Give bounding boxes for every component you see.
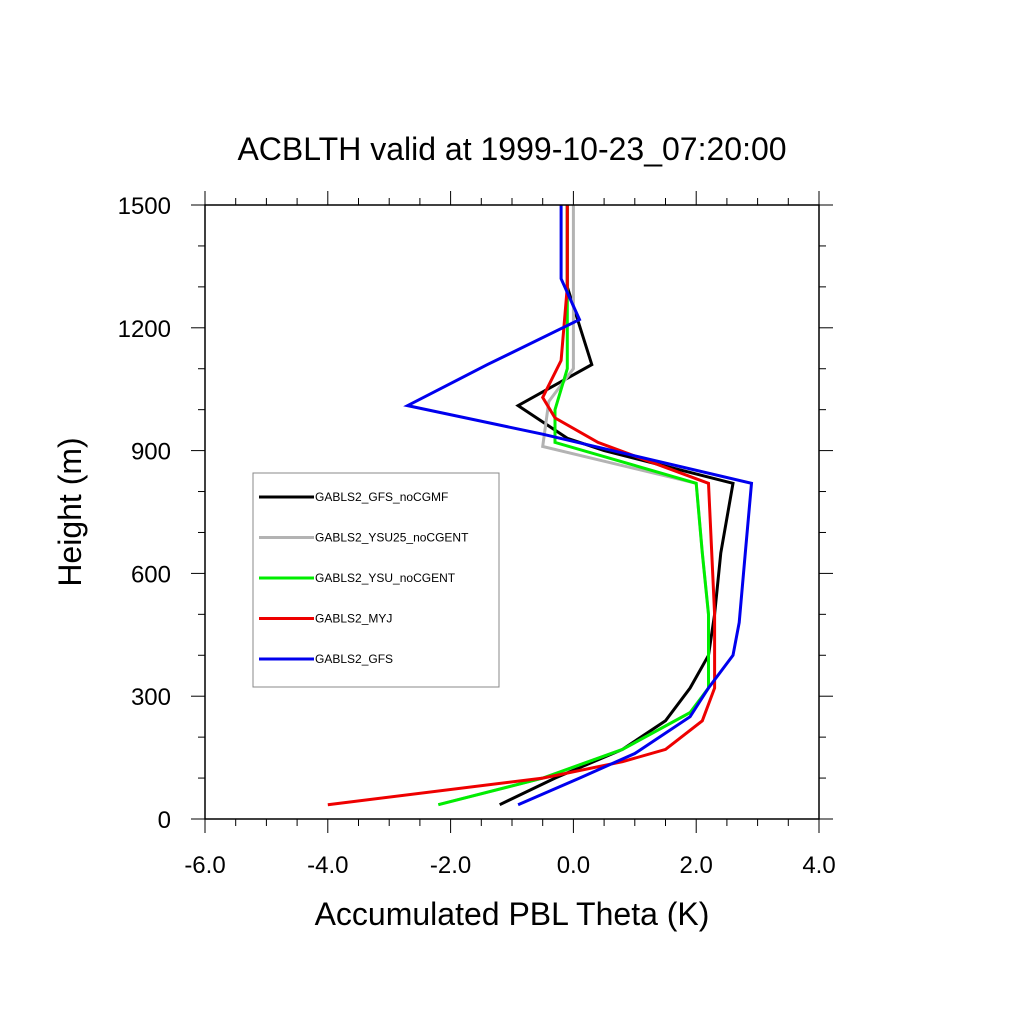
y-tick-label: 1200: [118, 316, 171, 343]
legend-label: GABLS2_MYJ: [315, 612, 392, 626]
plot-frame: [204, 204, 820, 820]
y-tick-label: 600: [131, 561, 171, 588]
x-tick-label: -2.0: [430, 852, 471, 879]
legend-label: GABLS2_YSU25_noCGENT: [315, 531, 469, 545]
axis-ticks: -6.0 -4.0 -2.0 0.0 2.0 4.0 0 300 600 900 1200 1500: [118, 191, 836, 879]
y-tick-label: 1500: [118, 193, 171, 220]
y-tick-label: 0: [158, 807, 171, 834]
x-tick-label: 2.0: [680, 852, 713, 879]
y-tick-label: 300: [131, 684, 171, 711]
series-line-gabls2_ysu_nocgent: [437, 205, 710, 807]
legend-box: [252, 472, 500, 688]
x-tick-label: -6.0: [184, 852, 225, 879]
y-tick-label: 900: [131, 439, 171, 466]
legend-label: GABLS2_GFS_noCGMF: [315, 490, 448, 504]
x-axis-label: Accumulated PBL Theta (K): [315, 896, 710, 932]
legend: GABLS2_GFS_noCGMF GABLS2_YSU25_noCGENT GAB…: [252, 472, 500, 688]
series-line-gabls2_gfs: [403, 205, 754, 807]
y-axis-label: Height (m): [52, 437, 88, 586]
series-line-gabls2_myj: [327, 205, 717, 807]
x-tick-label: -4.0: [307, 852, 348, 879]
chart-title: ACBLTH valid at 1999-10-23_07:20:00: [237, 131, 786, 167]
legend-label: GABLS2_YSU_noCGENT: [315, 571, 456, 585]
series-lines: [327, 205, 754, 807]
x-tick-label: 4.0: [802, 852, 835, 879]
legend-label: GABLS2_GFS: [315, 652, 393, 666]
x-tick-label: 0.0: [557, 852, 590, 879]
